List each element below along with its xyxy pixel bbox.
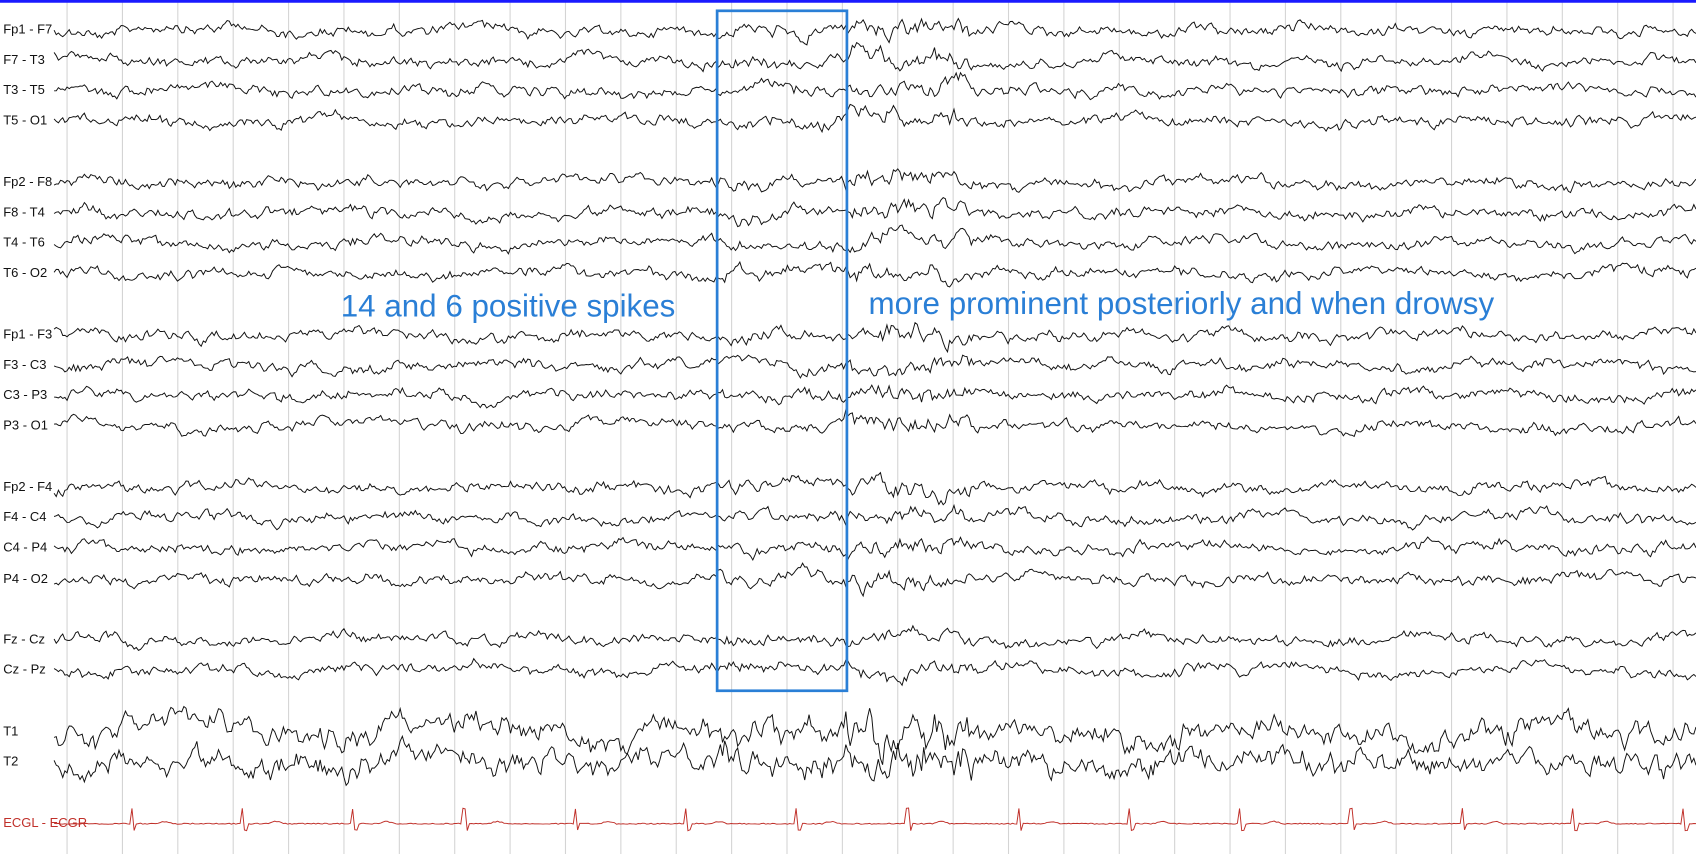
highlight-box	[715, 9, 849, 693]
channel-label: T4 - T6	[3, 235, 45, 250]
eeg-trace	[53, 734, 1696, 787]
channel-label: F7 - T3	[3, 52, 45, 67]
channel-label: Fp2 - F4	[3, 479, 52, 494]
channel-label: F4 - C4	[3, 509, 46, 524]
eeg-trace	[53, 41, 1696, 73]
channel-label: Fz - Cz	[3, 631, 45, 646]
eeg-trace	[53, 705, 1696, 765]
eeg-trace	[53, 197, 1696, 228]
eeg-trace	[53, 536, 1696, 562]
eeg-trace	[53, 471, 1696, 506]
eeg-trace	[53, 624, 1696, 651]
channel-label: T5 - O1	[3, 112, 47, 127]
channel-label: Fp1 - F7	[3, 22, 52, 37]
eeg-trace	[53, 260, 1696, 288]
channel-label: T6 - O2	[3, 265, 47, 280]
channel-label: Fp1 - F3	[3, 327, 52, 342]
ecg-trace	[54, 807, 1696, 832]
channel-label: ECGL - ECGR	[3, 815, 87, 830]
time-grid	[66, 0, 1674, 854]
traces	[53, 17, 1696, 832]
eeg-trace	[53, 103, 1696, 134]
channel-label: C4 - P4	[3, 539, 47, 554]
channel-labels: Fp1 - F7 F7 - T3 T3 - T5 T5 - O1 Fp2 - F8 F8 …	[3, 22, 87, 830]
eeg-trace	[54, 384, 1696, 409]
channel-label: F8 - T4	[3, 204, 45, 219]
eeg-trace	[54, 408, 1696, 438]
channel-label: Fp2 - F8	[3, 174, 52, 189]
eeg-trace	[54, 71, 1696, 101]
channel-label: T1	[3, 723, 18, 738]
eeg-trace	[53, 224, 1696, 255]
eeg-trace	[53, 503, 1696, 531]
eeg-trace	[53, 168, 1696, 194]
channel-label: P4 - O2	[3, 571, 48, 586]
channel-label: P3 - O1	[3, 417, 48, 432]
channel-label: C3 - P3	[3, 387, 47, 402]
channel-label: T3 - T5	[3, 82, 45, 97]
annotation: more prominent posteriorly and when drow…	[869, 286, 1495, 321]
eeg-trace	[53, 321, 1696, 354]
channel-label: Cz - Pz	[3, 662, 46, 677]
eeg-trace	[53, 657, 1696, 687]
eeg-trace	[53, 17, 1696, 46]
annotation: 14 and 6 positive spikes	[341, 288, 676, 323]
eeg-trace	[53, 562, 1696, 598]
channel-label: F3 - C3	[3, 357, 46, 372]
eeg-trace	[53, 354, 1696, 379]
channel-label: T2	[3, 754, 18, 769]
